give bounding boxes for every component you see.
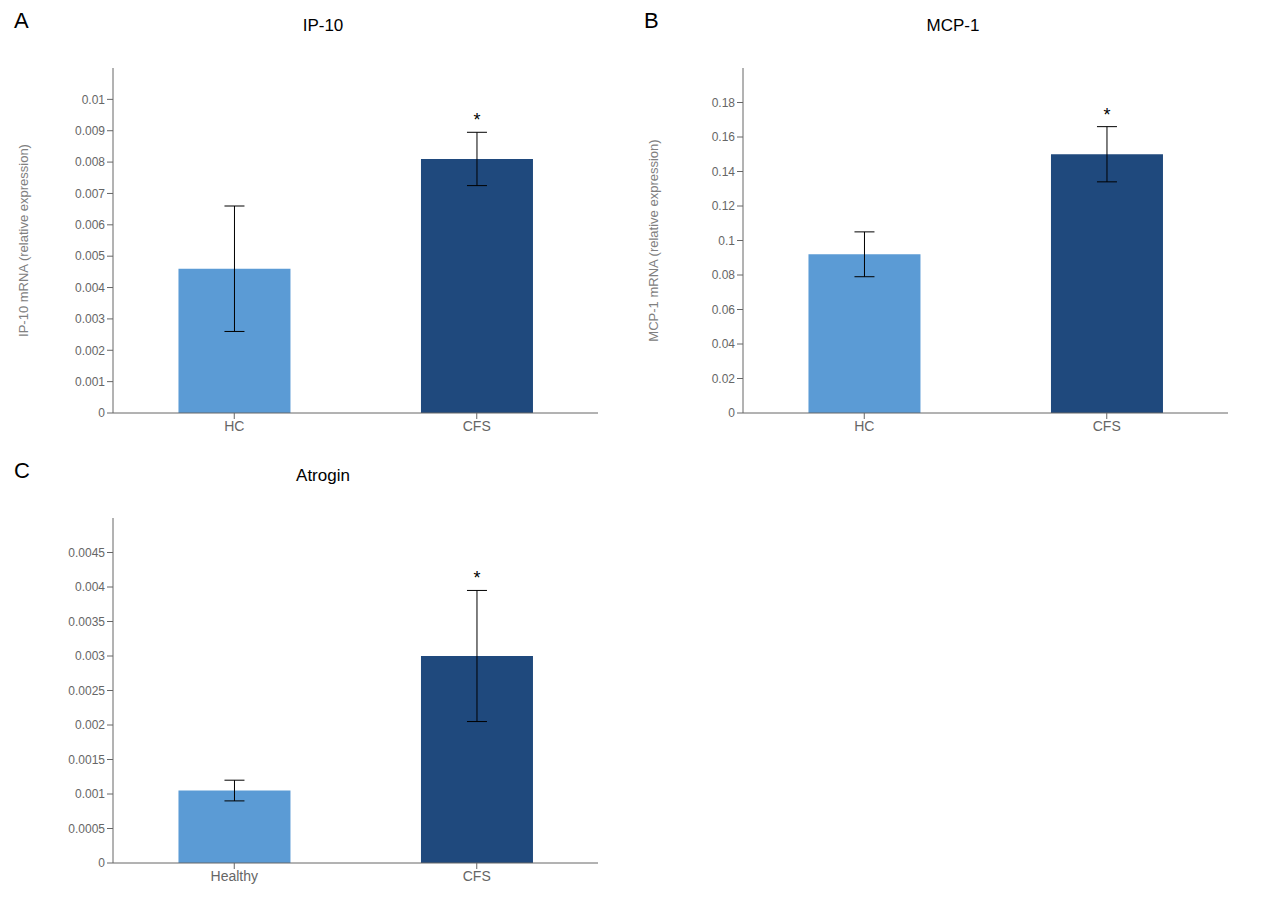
svg-text:0.006: 0.006 xyxy=(75,218,105,232)
svg-text:0.003: 0.003 xyxy=(75,312,105,326)
svg-text:0.16: 0.16 xyxy=(712,130,736,144)
svg-text:HC: HC xyxy=(854,418,874,434)
html-text:A: A xyxy=(14,8,29,33)
svg-text:*: * xyxy=(1103,105,1110,125)
svg-text:0.02: 0.02 xyxy=(712,372,736,386)
svg-text:Healthy: Healthy xyxy=(211,868,258,884)
svg-text:0.06: 0.06 xyxy=(712,303,736,317)
svg-text:0: 0 xyxy=(98,856,105,870)
svg-text:0.002: 0.002 xyxy=(75,718,105,732)
html-text:IP-10: IP-10 xyxy=(302,16,344,35)
svg-text:MCP-1 mRNA (relative expressio: MCP-1 mRNA (relative expression) xyxy=(646,139,661,341)
html-text:Atrogin: Atrogin xyxy=(296,466,350,485)
svg-text:0.04: 0.04 xyxy=(712,337,736,351)
svg-text:IP-10 mRNA (relative expressio: IP-10 mRNA (relative expression) xyxy=(16,144,31,337)
svg-text:0.08: 0.08 xyxy=(712,268,736,282)
svg-text:0.0015: 0.0015 xyxy=(68,753,105,767)
svg-text:0.004: 0.004 xyxy=(75,281,105,295)
svg-text:0.1: 0.1 xyxy=(718,234,735,248)
svg-text:0.14: 0.14 xyxy=(712,165,736,179)
svg-text:CFS: CFS xyxy=(463,868,491,884)
svg-text:0: 0 xyxy=(728,406,735,420)
svg-text:0.004: 0.004 xyxy=(75,580,105,594)
svg-text:0.0035: 0.0035 xyxy=(68,615,105,629)
svg-text:CFS: CFS xyxy=(1093,418,1121,434)
svg-text:*: * xyxy=(473,568,480,588)
svg-text:0.01: 0.01 xyxy=(82,93,106,107)
svg-text:0: 0 xyxy=(98,406,105,420)
html-text:MCP-1: MCP-1 xyxy=(926,16,980,35)
svg-text:0.0005: 0.0005 xyxy=(68,822,105,836)
svg-text:0.0045: 0.0045 xyxy=(68,546,105,560)
svg-text:0.001: 0.001 xyxy=(75,787,105,801)
svg-text:0.003: 0.003 xyxy=(75,649,105,663)
svg-text:*: * xyxy=(473,110,480,130)
html-text:C: C xyxy=(14,458,30,483)
svg-text:0.001: 0.001 xyxy=(75,375,105,389)
svg-text:0.008: 0.008 xyxy=(75,155,105,169)
svg-text:0.12: 0.12 xyxy=(712,199,736,213)
svg-text:HC: HC xyxy=(224,418,244,434)
svg-text:0.005: 0.005 xyxy=(75,249,105,263)
svg-text:0.007: 0.007 xyxy=(75,187,105,201)
svg-text:0.002: 0.002 xyxy=(75,344,105,358)
svg-text:0.0025: 0.0025 xyxy=(68,684,105,698)
svg-text:0.18: 0.18 xyxy=(712,96,736,110)
svg-text:0.009: 0.009 xyxy=(75,124,105,138)
svg-text:CFS: CFS xyxy=(463,418,491,434)
html-text:B: B xyxy=(644,8,659,33)
